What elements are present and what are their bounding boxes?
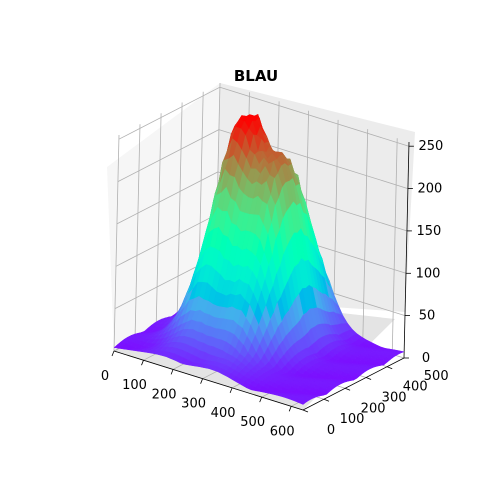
- axis-lines: [113, 141, 410, 411]
- x-tick-mark-500: [259, 396, 263, 403]
- z-tick-label-200: 200: [417, 182, 442, 197]
- x-tick-label-100: 100: [122, 378, 147, 393]
- tick-marks: [111, 145, 414, 413]
- y-tick-label-200: 200: [361, 401, 386, 416]
- z-tick-label-100: 100: [416, 266, 441, 281]
- y-tick-mark-0: [302, 409, 309, 413]
- y-tick-label-0: 0: [327, 423, 335, 438]
- x-tick-mark-400: [229, 387, 233, 394]
- x-tick-mark-600: [288, 406, 292, 412]
- gridline-yz-200: [155, 113, 162, 330]
- z-tick-label-50: 50: [419, 309, 436, 324]
- gridline-yz-300: [176, 102, 183, 319]
- gridline-xz-500: [362, 129, 369, 346]
- x-tick-mark-300: [200, 378, 203, 384]
- y-tick-label-300: 300: [382, 391, 407, 406]
- y-tick-mark-300: [365, 377, 372, 380]
- x-tick-label-0: 0: [101, 369, 109, 384]
- gridline-zl-100: [115, 213, 218, 267]
- gridline-xz-600: [391, 138, 398, 355]
- x-axis-line: [113, 350, 304, 411]
- y-tick-mark-100: [323, 398, 330, 402]
- y-tick-mark-200: [344, 387, 351, 391]
- x-tick-mark-100: [141, 360, 144, 366]
- gridline-zl-150: [116, 171, 219, 225]
- x-tick-label-600: 600: [270, 424, 295, 439]
- z-axis-line: [403, 141, 410, 359]
- x-tick-mark-200: [170, 369, 174, 375]
- x-tick-mark-0: [111, 350, 115, 357]
- y-tick-label-500: 500: [424, 369, 449, 384]
- x-tick-label-500: 500: [240, 415, 265, 430]
- x-tick-label-300: 300: [181, 397, 206, 412]
- y-tick-label-100: 100: [340, 412, 365, 427]
- surface-patch: [297, 399, 308, 405]
- x-tick-label-400: 400: [211, 406, 236, 421]
- chart-title: BLAU: [234, 67, 278, 85]
- z-tick-label-250: 250: [418, 139, 443, 154]
- surface-plot: [113, 113, 406, 405]
- z-tick-label-150: 150: [416, 224, 441, 239]
- gridline-zl-200: [117, 129, 220, 182]
- gridline-yz-100: [134, 124, 141, 341]
- gridline-yz-0: [113, 134, 120, 352]
- z-tick-label-0: 0: [422, 351, 430, 366]
- y-axis-line: [302, 357, 405, 411]
- gridline-zb-250: [219, 86, 410, 147]
- y-tick-label-400: 400: [403, 380, 428, 395]
- y-tick-mark-400: [387, 366, 393, 370]
- gridline-zl-250: [118, 86, 221, 140]
- x-tick-label-200: 200: [152, 387, 177, 402]
